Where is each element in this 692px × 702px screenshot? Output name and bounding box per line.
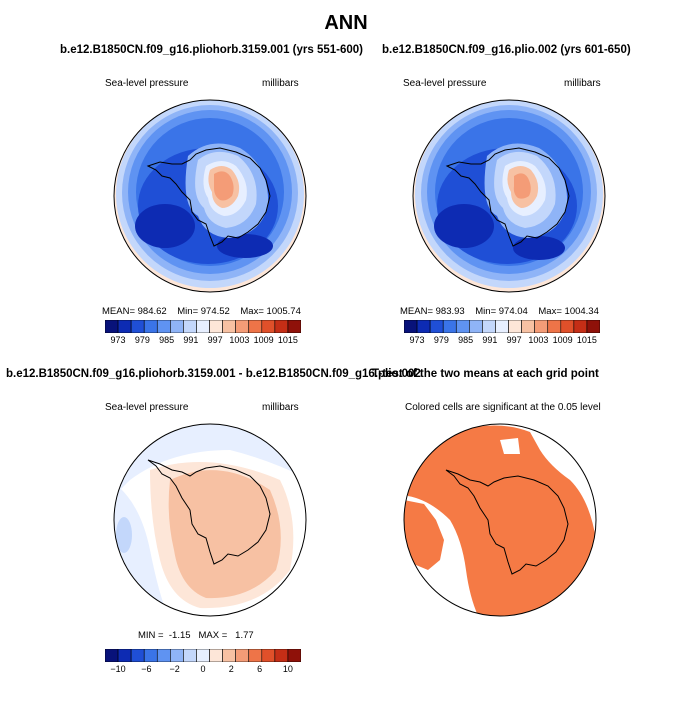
colorbar-swatch: [196, 649, 210, 662]
colorbar-swatch: [261, 649, 276, 662]
colorbar-tick-label: 1003: [229, 335, 250, 345]
colorbar-swatch: [416, 320, 431, 333]
colorbar-tick-label: 997: [207, 335, 223, 345]
panel3-colorbar: [105, 649, 301, 662]
colorbar-tick-label: −2: [169, 664, 180, 674]
colorbar-swatch: [105, 649, 119, 662]
colorbar-tick-label: 10: [282, 664, 293, 674]
colorbar-swatch: [209, 649, 223, 662]
colorbar-swatch: [495, 320, 509, 333]
colorbar-tick-label: 1009: [253, 335, 274, 345]
colorbar-swatch: [287, 649, 301, 662]
colorbar-tick-label: 985: [458, 335, 474, 345]
panel3-map: [113, 423, 307, 617]
colorbar-swatch: [573, 320, 588, 333]
colorbar-swatch: [130, 320, 145, 333]
panel2-map: [412, 99, 606, 293]
colorbar-tick-label: 997: [506, 335, 522, 345]
colorbar-tick-label: 979: [134, 335, 150, 345]
colorbar-swatch: [209, 320, 223, 333]
colorbar-swatch: [183, 320, 197, 333]
colorbar-swatch: [143, 649, 158, 662]
panel1-units-label: millibars: [262, 78, 299, 89]
colorbar-swatch: [508, 320, 522, 333]
panel2-left-label: Sea-level pressure: [403, 78, 487, 89]
colorbar-swatch: [442, 320, 457, 333]
colorbar-tick-label: 991: [482, 335, 498, 345]
colorbar-swatch: [469, 320, 483, 333]
colorbar-swatch: [170, 320, 184, 333]
panel1-left-label: Sea-level pressure: [105, 78, 189, 89]
colorbar-swatch: [170, 649, 184, 662]
panel3-left-label: Sea-level pressure: [105, 402, 189, 413]
colorbar-swatch: [235, 649, 250, 662]
colorbar-tick-label: −6: [141, 664, 152, 674]
colorbar-tick-label: 1009: [552, 335, 573, 345]
colorbar-tick-label: 1003: [528, 335, 549, 345]
colorbar-swatch: [404, 320, 418, 333]
colorbar-tick-label: 991: [183, 335, 199, 345]
colorbar-swatch: [261, 320, 276, 333]
colorbar-swatch: [521, 320, 535, 333]
panel3-title: b.e12.B1850CN.f09_g16.pliohorb.3159.001 …: [6, 368, 421, 380]
panel4-map: [403, 423, 597, 617]
colorbar-swatch: [235, 320, 250, 333]
panel3-units-label: millibars: [262, 402, 299, 413]
colorbar-swatch: [222, 649, 236, 662]
colorbar-tick-label: 6: [257, 664, 263, 674]
colorbar-swatch: [117, 320, 132, 333]
panel4-subtitle: Colored cells are significant at the 0.0…: [405, 402, 601, 413]
colorbar-swatch: [183, 649, 197, 662]
colorbar-tick-label: 973: [409, 335, 425, 345]
colorbar-tick-label: 1015: [277, 335, 298, 345]
colorbar-tick-label: −10: [110, 664, 126, 674]
panel2-colorbar: [404, 320, 600, 333]
panel2-stats: MEAN= 983.93 Min= 974.04 Max= 1004.34: [400, 306, 599, 317]
panel1-stats: MEAN= 984.62 Min= 974.52 Max= 1005.74: [102, 306, 301, 317]
colorbar-swatch: [248, 649, 263, 662]
colorbar-tick-label: 979: [433, 335, 449, 345]
panel2-units-label: millibars: [564, 78, 601, 89]
colorbar-swatch: [586, 320, 600, 333]
colorbar-swatch: [105, 320, 119, 333]
colorbar-swatch: [130, 649, 145, 662]
panel2-title: b.e12.B1850CN.f09_g16.plio.002 (yrs 601-…: [382, 44, 631, 56]
colorbar-tick-label: 973: [110, 335, 126, 345]
colorbar-tick-label: 2: [228, 664, 234, 674]
colorbar-swatch: [222, 320, 236, 333]
colorbar-swatch: [560, 320, 575, 333]
colorbar-swatch: [274, 320, 289, 333]
panel1-map: [113, 99, 307, 293]
panel1-title: b.e12.B1850CN.f09_g16.pliohorb.3159.001 …: [60, 44, 363, 56]
panel3-stats: MIN = -1.15 MAX = 1.77: [138, 630, 254, 641]
colorbar-swatch: [429, 320, 444, 333]
colorbar-swatch: [274, 649, 289, 662]
colorbar-swatch: [117, 649, 132, 662]
colorbar-tick-label: 985: [159, 335, 175, 345]
colorbar-tick-label: 0: [200, 664, 206, 674]
colorbar-swatch: [534, 320, 549, 333]
colorbar-swatch: [196, 320, 210, 333]
colorbar-swatch: [482, 320, 496, 333]
colorbar-swatch: [455, 320, 470, 333]
colorbar-swatch: [248, 320, 263, 333]
colorbar-tick-label: 1015: [576, 335, 597, 345]
colorbar-swatch: [287, 320, 301, 333]
panel4-title: T-test of the two means at each grid poi…: [372, 368, 599, 380]
panel1-colorbar: [105, 320, 301, 333]
colorbar-swatch: [547, 320, 562, 333]
colorbar-swatch: [143, 320, 158, 333]
figure-title: ANN: [324, 12, 368, 34]
colorbar-swatch: [156, 649, 171, 662]
colorbar-swatch: [156, 320, 171, 333]
